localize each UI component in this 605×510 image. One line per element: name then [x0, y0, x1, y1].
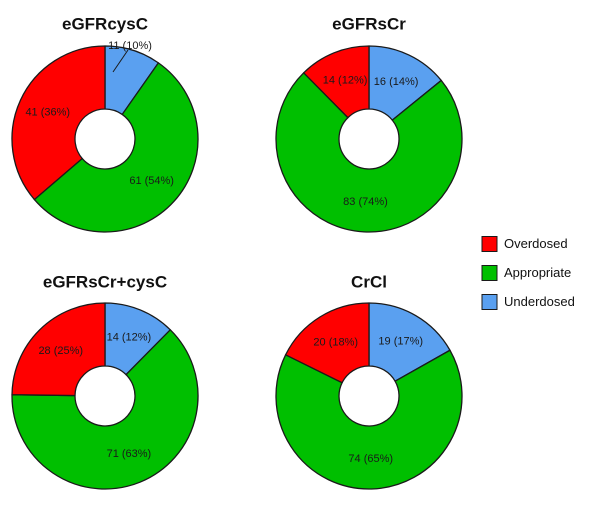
label-leader-line	[112, 49, 129, 73]
chart-title: eGFRsCr+cysC	[43, 272, 167, 291]
donut-chart-4: CrCl 19 (17%) 74 (65%) 20 (18%)	[275, 272, 463, 490]
chart-title: CrCl	[351, 272, 387, 291]
legend-swatch	[481, 265, 498, 281]
donut-chart-3: eGFRsCr+cysC 14 (12%) 71 (63%) 28 (25%)	[11, 272, 199, 490]
legend-item-appropriate: Appropriate	[481, 265, 571, 281]
slice-label: 61 (54%)	[129, 175, 174, 187]
slice-label: 41 (36%)	[25, 107, 70, 119]
slice-label: 14 (12%)	[107, 332, 152, 344]
legend-item-underdosed: Underdosed	[481, 294, 575, 310]
slice-appropriate	[275, 72, 463, 233]
slice-appropriate	[11, 329, 199, 490]
slice-overdosed	[303, 45, 370, 119]
slice-label: 28 (25%)	[38, 345, 83, 357]
slice-appropriate	[275, 349, 463, 490]
slice-overdosed	[284, 302, 370, 384]
legend-label: Underdosed	[504, 294, 575, 309]
slice-label: 74 (65%)	[348, 453, 393, 465]
slice-label: 19 (17%)	[378, 335, 423, 347]
slice-label: 14 (12%)	[323, 75, 368, 87]
chart-title: eGFRcysC	[62, 14, 148, 33]
legend-item-overdosed: Overdosed	[481, 236, 568, 252]
slice-label: 16 (14%)	[374, 76, 419, 88]
slice-overdosed	[11, 45, 106, 201]
legend-swatch	[481, 294, 498, 310]
chart-title: eGFRsCr	[332, 14, 406, 33]
legend-label: Overdosed	[504, 236, 568, 251]
donut-chart-1: eGFRcysC 11 (10%) 61 (54%) 41 (36%)	[11, 14, 199, 233]
donut-chart-2: eGFRsCr 16 (14%) 83 (74%) 14 (12%)	[275, 14, 463, 233]
slice-overdosed	[11, 302, 106, 397]
slice-underdosed	[368, 45, 442, 121]
legend: Overdosed Appropriate Underdosed	[481, 236, 575, 310]
slice-appropriate	[33, 62, 199, 233]
slice-label: 11 (10%)	[108, 40, 152, 52]
slice-label: 20 (18%)	[313, 336, 358, 348]
slice-label: 83 (74%)	[343, 196, 388, 208]
legend-swatch	[481, 236, 498, 252]
slice-label: 71 (63%)	[107, 448, 152, 460]
legend-label: Appropriate	[504, 265, 571, 280]
charts-layer: eGFRcysC 11 (10%) 61 (54%) 41 (36%) eGFRsCr 1…	[11, 14, 463, 490]
